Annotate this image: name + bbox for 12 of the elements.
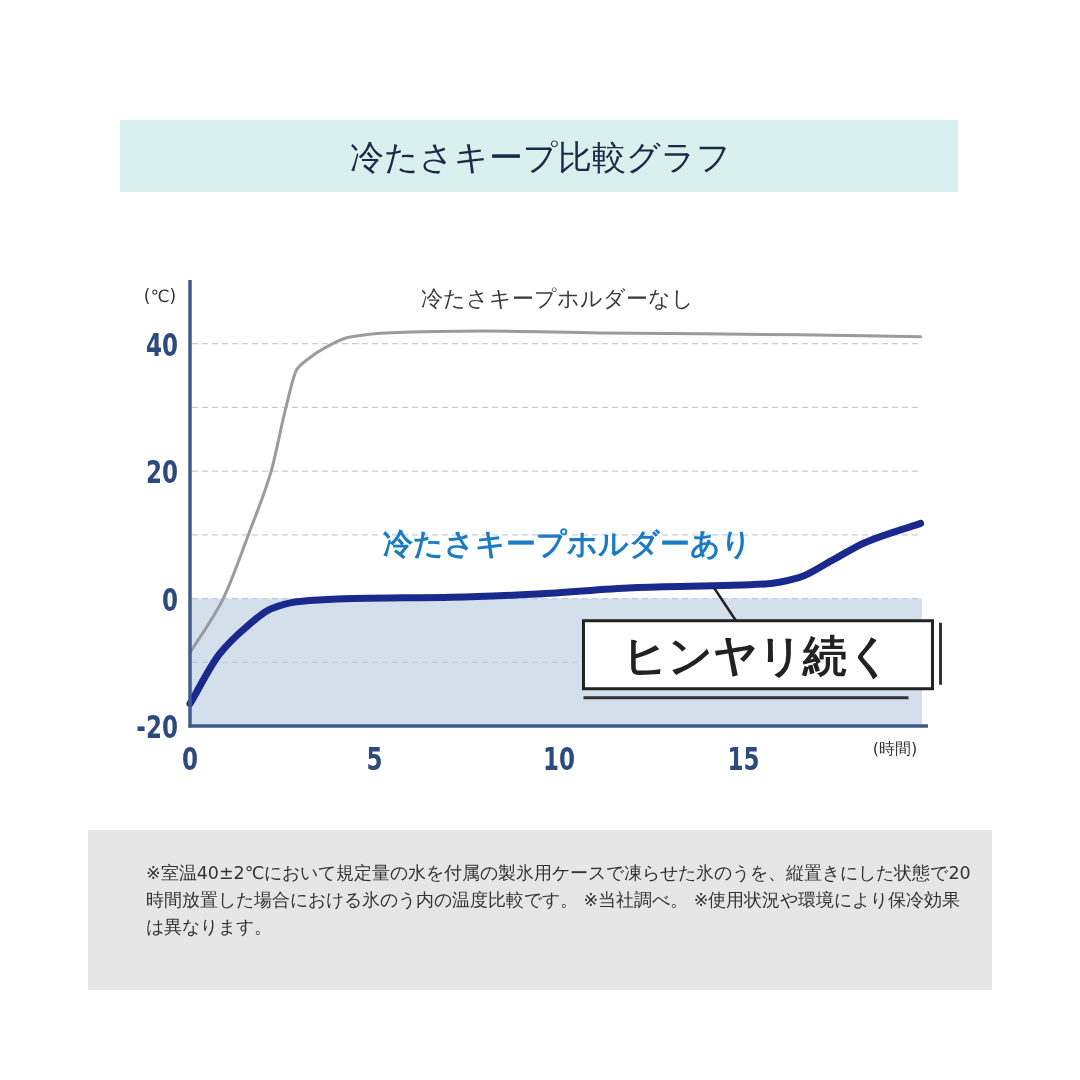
y-axis-title: (℃) [143, 286, 177, 306]
y-tick-label: 40 [145, 325, 178, 364]
x-tick-label: 5 [366, 740, 383, 779]
chart-title: 冷たさキープ比較グラフ [349, 137, 731, 177]
x-tick-label: 10 [542, 740, 576, 779]
x-axis-title: (時間) [872, 739, 918, 758]
annotation: ヒンヤリ続く [623, 629, 893, 681]
y-tick-label: 20 [145, 453, 178, 492]
x-tick-label: 15 [727, 740, 760, 779]
y-tick-label: 0 [161, 580, 178, 619]
footnote: ※室温40±2℃において規定量の水を付属の製氷用ケースで凍らせた氷のうを、縦置きにした状態で20時間放置した場合における氷のう内の温度比較です。 ※当社調べ。 ※使用状況や環境により保冷効果は異なります。 [146, 862, 971, 940]
y-tick-label: -20 [136, 708, 178, 747]
